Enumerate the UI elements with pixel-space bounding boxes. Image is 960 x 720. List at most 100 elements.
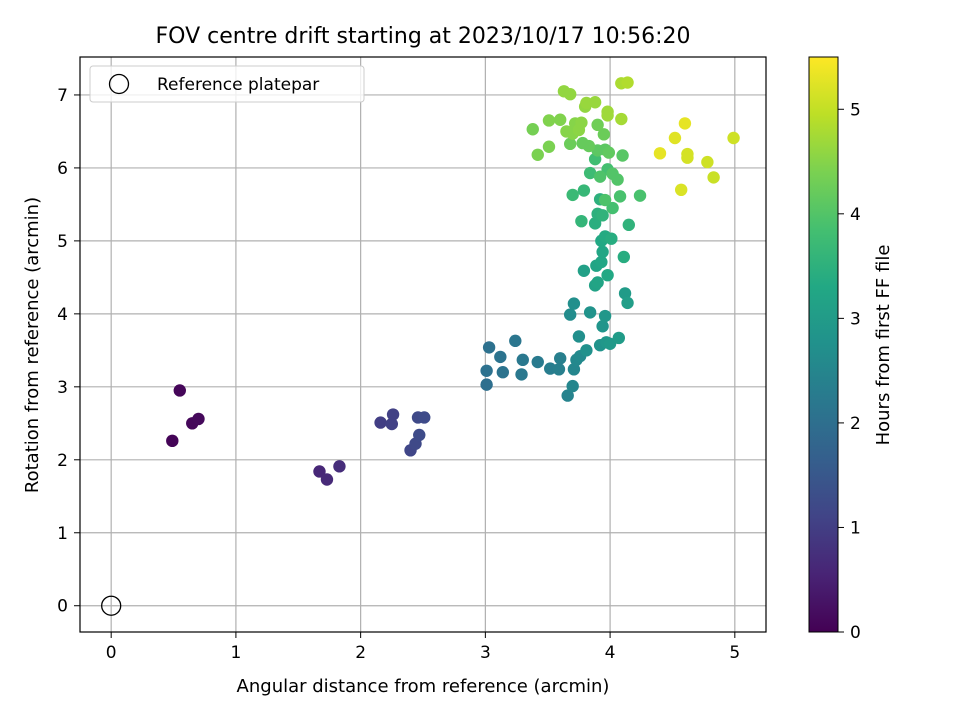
data-point	[542, 140, 556, 153]
data-point	[598, 193, 612, 207]
data-point	[701, 155, 714, 169]
y-tick-label: 1	[57, 524, 68, 544]
data-point	[566, 188, 579, 202]
data-point	[621, 76, 634, 89]
x-tick-label: 5	[729, 643, 740, 663]
data-point	[596, 320, 609, 333]
data-point	[509, 334, 522, 348]
data-point	[320, 473, 334, 486]
scatter-points	[166, 76, 740, 486]
data-point	[674, 183, 688, 197]
colorbar-tick-label: 3	[850, 309, 861, 329]
data-point	[591, 276, 604, 289]
y-tick-label: 2	[57, 451, 68, 471]
data-point	[668, 131, 682, 145]
data-point	[603, 337, 617, 350]
data-point	[615, 112, 628, 126]
reference-marker	[101, 595, 122, 616]
chart-title: FOV centre drift starting at 2023/10/17 …	[156, 24, 691, 49]
y-axis-label: Rotation from reference (arcmin)	[22, 197, 43, 493]
colorbar-ticks: 0 1 2 3 4 5	[838, 100, 861, 643]
data-point	[577, 264, 591, 278]
data-point	[482, 341, 496, 354]
x-tick-label: 3	[480, 643, 491, 663]
colorbar-gradient	[808, 56, 839, 633]
data-point	[494, 350, 507, 364]
colorbar-label: Hours from first FF file	[873, 245, 894, 446]
data-point	[611, 173, 624, 186]
legend: Reference platepar	[89, 65, 365, 103]
data-point	[727, 131, 740, 145]
data-point	[596, 245, 609, 259]
data-point	[386, 408, 400, 421]
data-point	[633, 189, 647, 202]
data-point	[480, 364, 493, 377]
data-point	[515, 368, 528, 381]
data-point	[583, 306, 597, 319]
x-tick-label: 2	[355, 643, 366, 663]
reference-platepar-point	[101, 595, 122, 616]
data-point	[622, 218, 635, 232]
data-point	[575, 116, 588, 129]
data-point	[588, 217, 602, 230]
data-point	[542, 114, 556, 127]
data-point	[374, 416, 387, 429]
colorbar-tick-label: 4	[850, 205, 861, 225]
y-tick-label: 5	[57, 232, 68, 252]
x-tick-label: 4	[605, 643, 616, 663]
data-point	[333, 460, 346, 473]
colorbar: 0 1 2 3 4 5 Hours from first FF file	[808, 56, 894, 643]
data-point	[567, 363, 581, 376]
data-point	[617, 250, 631, 264]
data-point	[601, 109, 614, 122]
grid-lines	[80, 57, 766, 632]
legend-marker-circle-icon	[108, 73, 130, 95]
colorbar-tick-label: 2	[850, 414, 861, 434]
y-tick-label: 7	[57, 86, 68, 106]
plot-frame	[79, 56, 767, 633]
data-point	[598, 309, 612, 323]
y-axis-ticks: 0 1 2 3 4 5 6 7	[57, 86, 80, 617]
data-point	[616, 149, 629, 162]
data-point	[418, 411, 431, 424]
data-point	[595, 255, 608, 269]
legend-label-reference-platepar: Reference platepar	[157, 75, 319, 95]
data-point	[591, 118, 604, 132]
data-point	[612, 331, 626, 345]
y-tick-label: 4	[57, 305, 68, 325]
data-point	[618, 287, 632, 300]
data-point	[563, 88, 577, 101]
data-point	[588, 96, 602, 109]
data-point	[572, 330, 586, 343]
data-point	[531, 148, 544, 161]
data-point	[566, 379, 579, 393]
data-point	[313, 465, 326, 478]
data-point	[601, 268, 614, 282]
data-point	[554, 113, 567, 126]
data-point	[413, 428, 426, 442]
y-tick-label: 3	[57, 378, 68, 398]
data-point	[576, 136, 589, 150]
data-point	[681, 147, 694, 161]
data-point	[575, 214, 588, 228]
y-tick-label: 0	[57, 597, 68, 617]
data-point	[561, 389, 574, 402]
data-point	[678, 117, 692, 130]
data-point	[480, 378, 493, 391]
colorbar-tick-label: 1	[850, 518, 861, 538]
data-point	[577, 184, 591, 197]
y-tick-label: 6	[57, 159, 68, 179]
data-point	[596, 209, 609, 222]
data-point	[567, 297, 581, 310]
data-point	[385, 417, 399, 431]
x-axis-ticks: 0 1 2 3 4 5	[106, 632, 740, 663]
data-point	[552, 363, 566, 376]
x-tick-label: 0	[106, 643, 117, 663]
data-point	[597, 128, 611, 141]
x-axis-label: Angular distance from reference (arcmin)	[237, 676, 610, 697]
data-point	[192, 412, 205, 426]
data-point	[526, 123, 539, 136]
data-point	[166, 434, 179, 448]
data-point	[531, 355, 544, 369]
